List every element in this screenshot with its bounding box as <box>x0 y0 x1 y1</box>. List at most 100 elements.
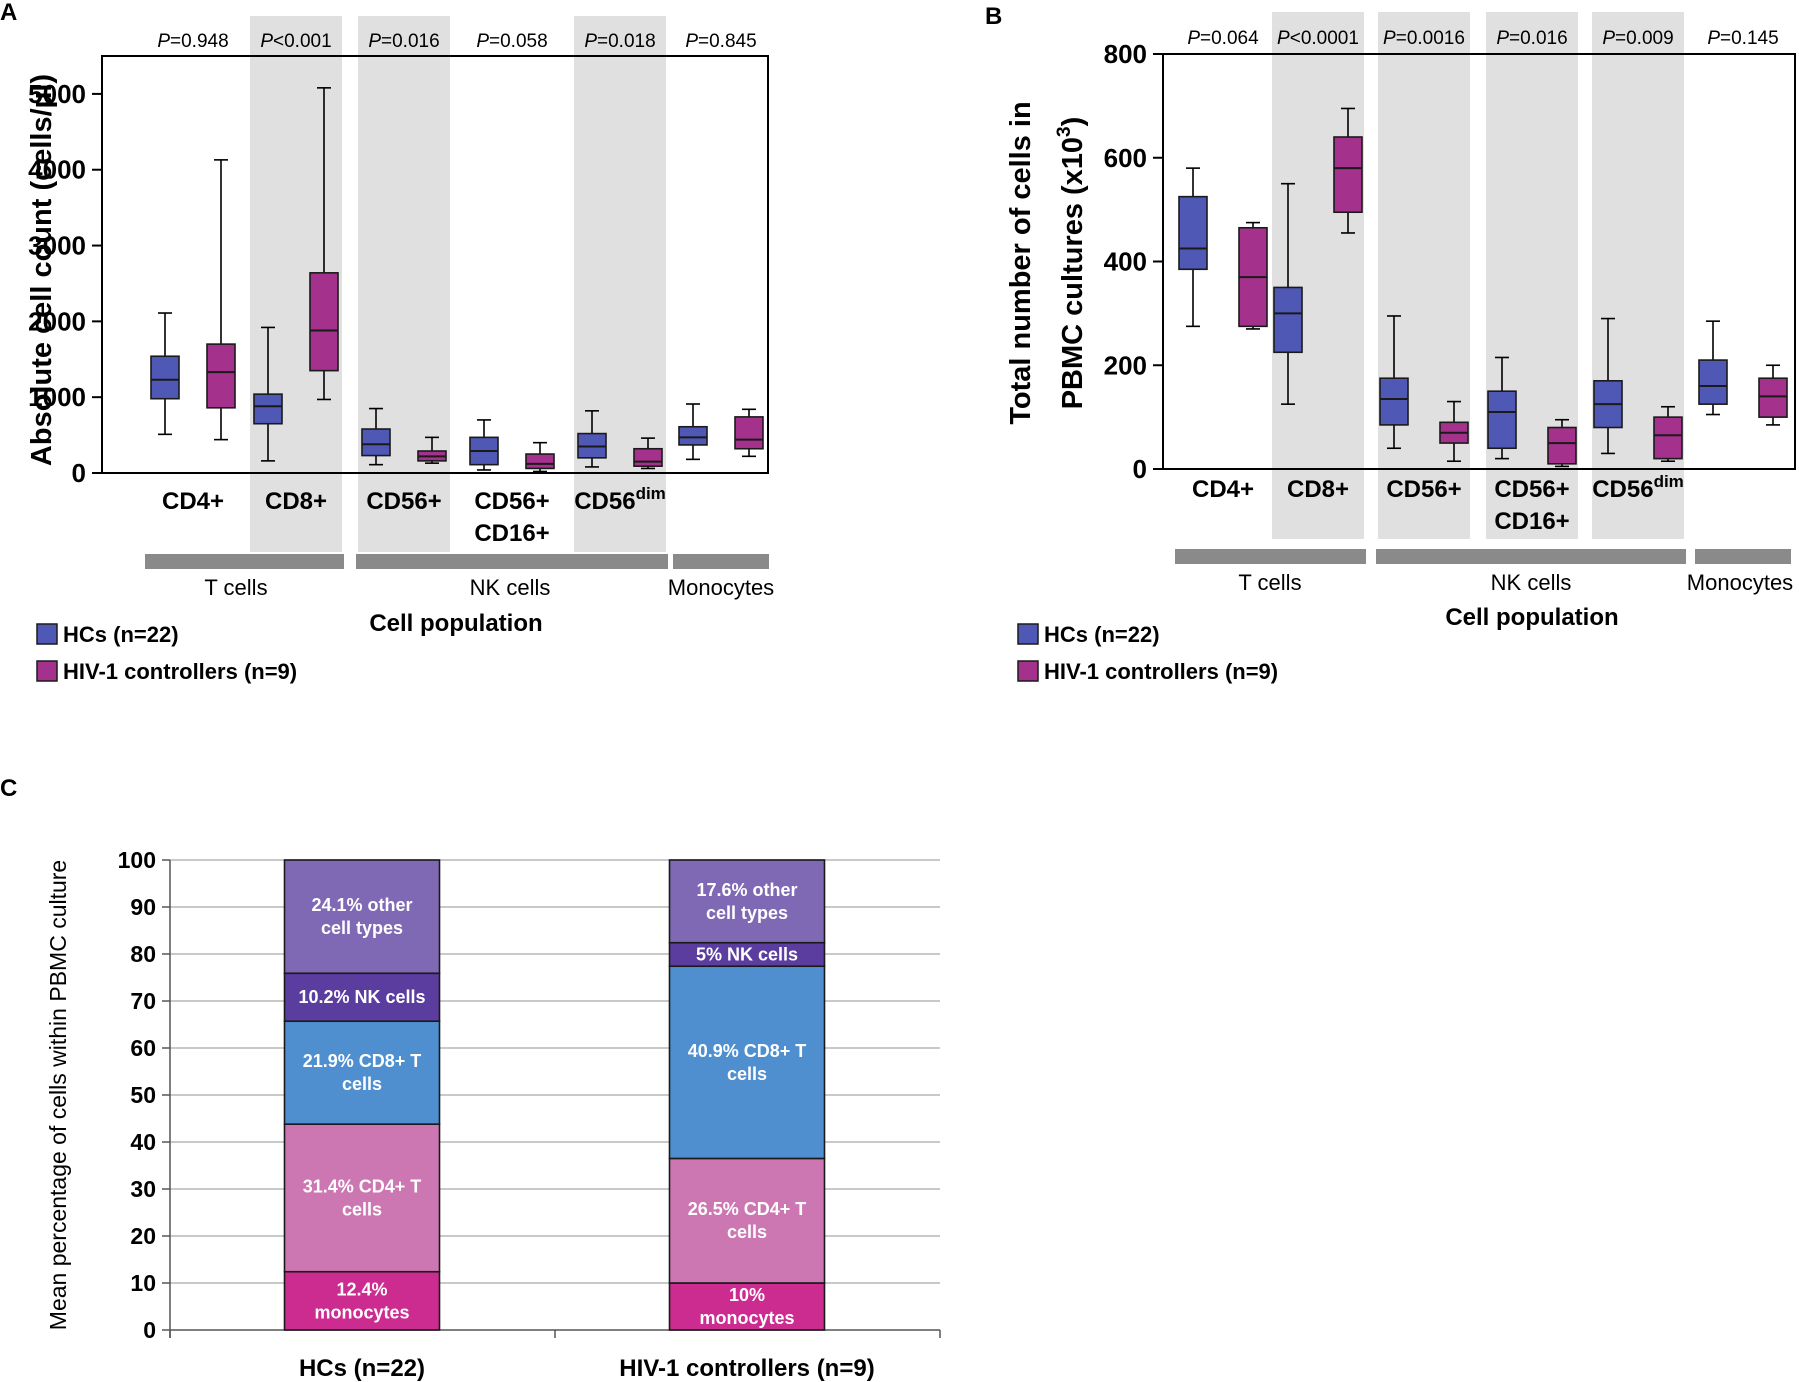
bar-segment <box>668 859 826 944</box>
bar-segment <box>283 972 441 1023</box>
p-value-prefix: P <box>157 31 170 52</box>
category-label-text: CD56+ <box>1494 476 1569 503</box>
legend-label: HCs (n=22) <box>63 622 179 647</box>
y-tick-label: 100 <box>118 847 156 873</box>
y-axis-title: Mean percentage of cells within PBMC cul… <box>45 860 71 1330</box>
box-iqr <box>309 272 339 372</box>
box-hiv-controllers <box>1238 221 1268 330</box>
segment-label: 5% NK cells <box>696 944 798 964</box>
group-bar <box>1695 549 1791 564</box>
segment-label: 26.5% CD4+ T <box>688 1199 807 1219</box>
legend-swatch-hiv-controllers <box>36 660 58 682</box>
legend-label: HIV-1 controllers (n=9) <box>63 659 297 684</box>
group-label: T cells <box>1238 570 1301 595</box>
box-iqr <box>734 416 764 450</box>
segment-label: 40.9% CD8+ T <box>688 1041 807 1061</box>
shaded-background <box>1272 12 1364 539</box>
category-label: CD4+ <box>1192 476 1254 503</box>
box-iqr <box>633 447 663 467</box>
box-hc <box>577 410 607 468</box>
p-value-number: =0.009 <box>1615 28 1674 49</box>
category-label-text: CD56+ <box>366 488 441 515</box>
category-label-text: CD8+ <box>1287 476 1349 503</box>
segment-label: 24.1% other <box>311 895 412 915</box>
y-tick-label: 10 <box>130 1270 156 1296</box>
category-label-text: CD56+ <box>474 488 549 515</box>
p-value: P=0.016 <box>1496 28 1567 49</box>
plot-frame <box>101 55 769 474</box>
p-value: P=0.018 <box>584 31 655 52</box>
group-label: NK cells <box>1491 570 1572 595</box>
x-axis-title: Cell population <box>369 610 542 637</box>
box-iqr <box>678 425 708 446</box>
box-hiv-controllers <box>206 159 236 441</box>
segment-label: 21.9% CD8+ T <box>303 1051 422 1071</box>
y-tick-label: 5000 <box>28 79 86 109</box>
box-iqr <box>1273 286 1303 354</box>
group-bar <box>1376 549 1686 564</box>
bar-segment <box>283 1123 441 1273</box>
p-value: P=0.016 <box>368 31 439 52</box>
category-label: HIV-1 controllers (n=9) <box>619 1355 874 1382</box>
p-value-prefix: P <box>1277 28 1290 49</box>
segment-label: monocytes <box>314 1302 409 1322</box>
shaded-background <box>1592 12 1684 539</box>
p-value-number: <0.0001 <box>1290 28 1359 49</box>
panel-letter-c: C <box>0 775 17 802</box>
p-value: P=0.948 <box>157 31 228 52</box>
box-hc <box>678 403 708 461</box>
bar-segment <box>283 859 441 975</box>
box-hc <box>1593 317 1623 455</box>
bar-segment <box>668 1282 826 1331</box>
p-value-prefix: P <box>584 31 597 52</box>
segment-label: cell types <box>706 903 788 923</box>
y-tick-label: 50 <box>130 1082 156 1108</box>
y-tick-label: 20 <box>130 1223 156 1249</box>
p-value: P=0.064 <box>1187 28 1259 49</box>
y-axis-title-line2-text: PBMC cultures (x10 <box>1057 137 1089 409</box>
category-label: HCs (n=22) <box>299 1355 425 1382</box>
panel-letter-a: A <box>0 0 17 26</box>
p-value-number: =0.016 <box>381 31 440 52</box>
box-hiv-controllers <box>633 437 663 470</box>
p-value-prefix: P <box>368 31 381 52</box>
box-hiv-controllers <box>1547 418 1577 468</box>
category-label: CD56+ <box>1494 476 1569 503</box>
group-bar <box>673 554 769 569</box>
box-iqr <box>1698 359 1728 405</box>
y-axis-title-line2: PBMC cultures (x103) <box>1054 117 1089 410</box>
x-axis-title: Cell population <box>1445 604 1618 631</box>
legend-swatch-hc <box>1017 623 1039 645</box>
box-hiv-controllers <box>1439 400 1469 463</box>
y-axis-title-tail: ) <box>1057 117 1089 127</box>
box-hc <box>1698 320 1728 416</box>
y-tick-label: 90 <box>130 894 156 920</box>
box-hiv-controllers <box>417 436 447 464</box>
group-label: T cells <box>204 575 267 600</box>
group-bar <box>1175 549 1366 564</box>
segment-label: cells <box>727 1064 767 1084</box>
y-tick-label: 200 <box>1104 350 1147 380</box>
box-iqr <box>150 355 180 400</box>
bar-segment <box>668 1157 826 1284</box>
box-iqr <box>1758 377 1788 418</box>
category-label: CD56+ <box>366 488 441 515</box>
p-value-number: =0.948 <box>170 31 229 52</box>
box-iqr <box>1653 416 1683 460</box>
p-value-prefix: P <box>685 31 698 52</box>
shaded-background <box>1378 12 1470 539</box>
category-label-line2: CD16+ <box>474 520 549 547</box>
p-value-prefix: P <box>1602 28 1615 49</box>
group-label: Monocytes <box>668 575 774 600</box>
category-label: CD56+ <box>1386 476 1461 503</box>
bar-segment <box>283 1020 441 1125</box>
box-hc <box>1178 167 1208 328</box>
box-iqr <box>253 393 283 425</box>
p-value-number: =0.145 <box>1720 28 1779 49</box>
y-tick-label: 40 <box>130 1129 156 1155</box>
box-hc <box>253 326 283 462</box>
y-tick-label: 3000 <box>28 231 86 261</box>
box-iqr <box>1178 195 1208 271</box>
